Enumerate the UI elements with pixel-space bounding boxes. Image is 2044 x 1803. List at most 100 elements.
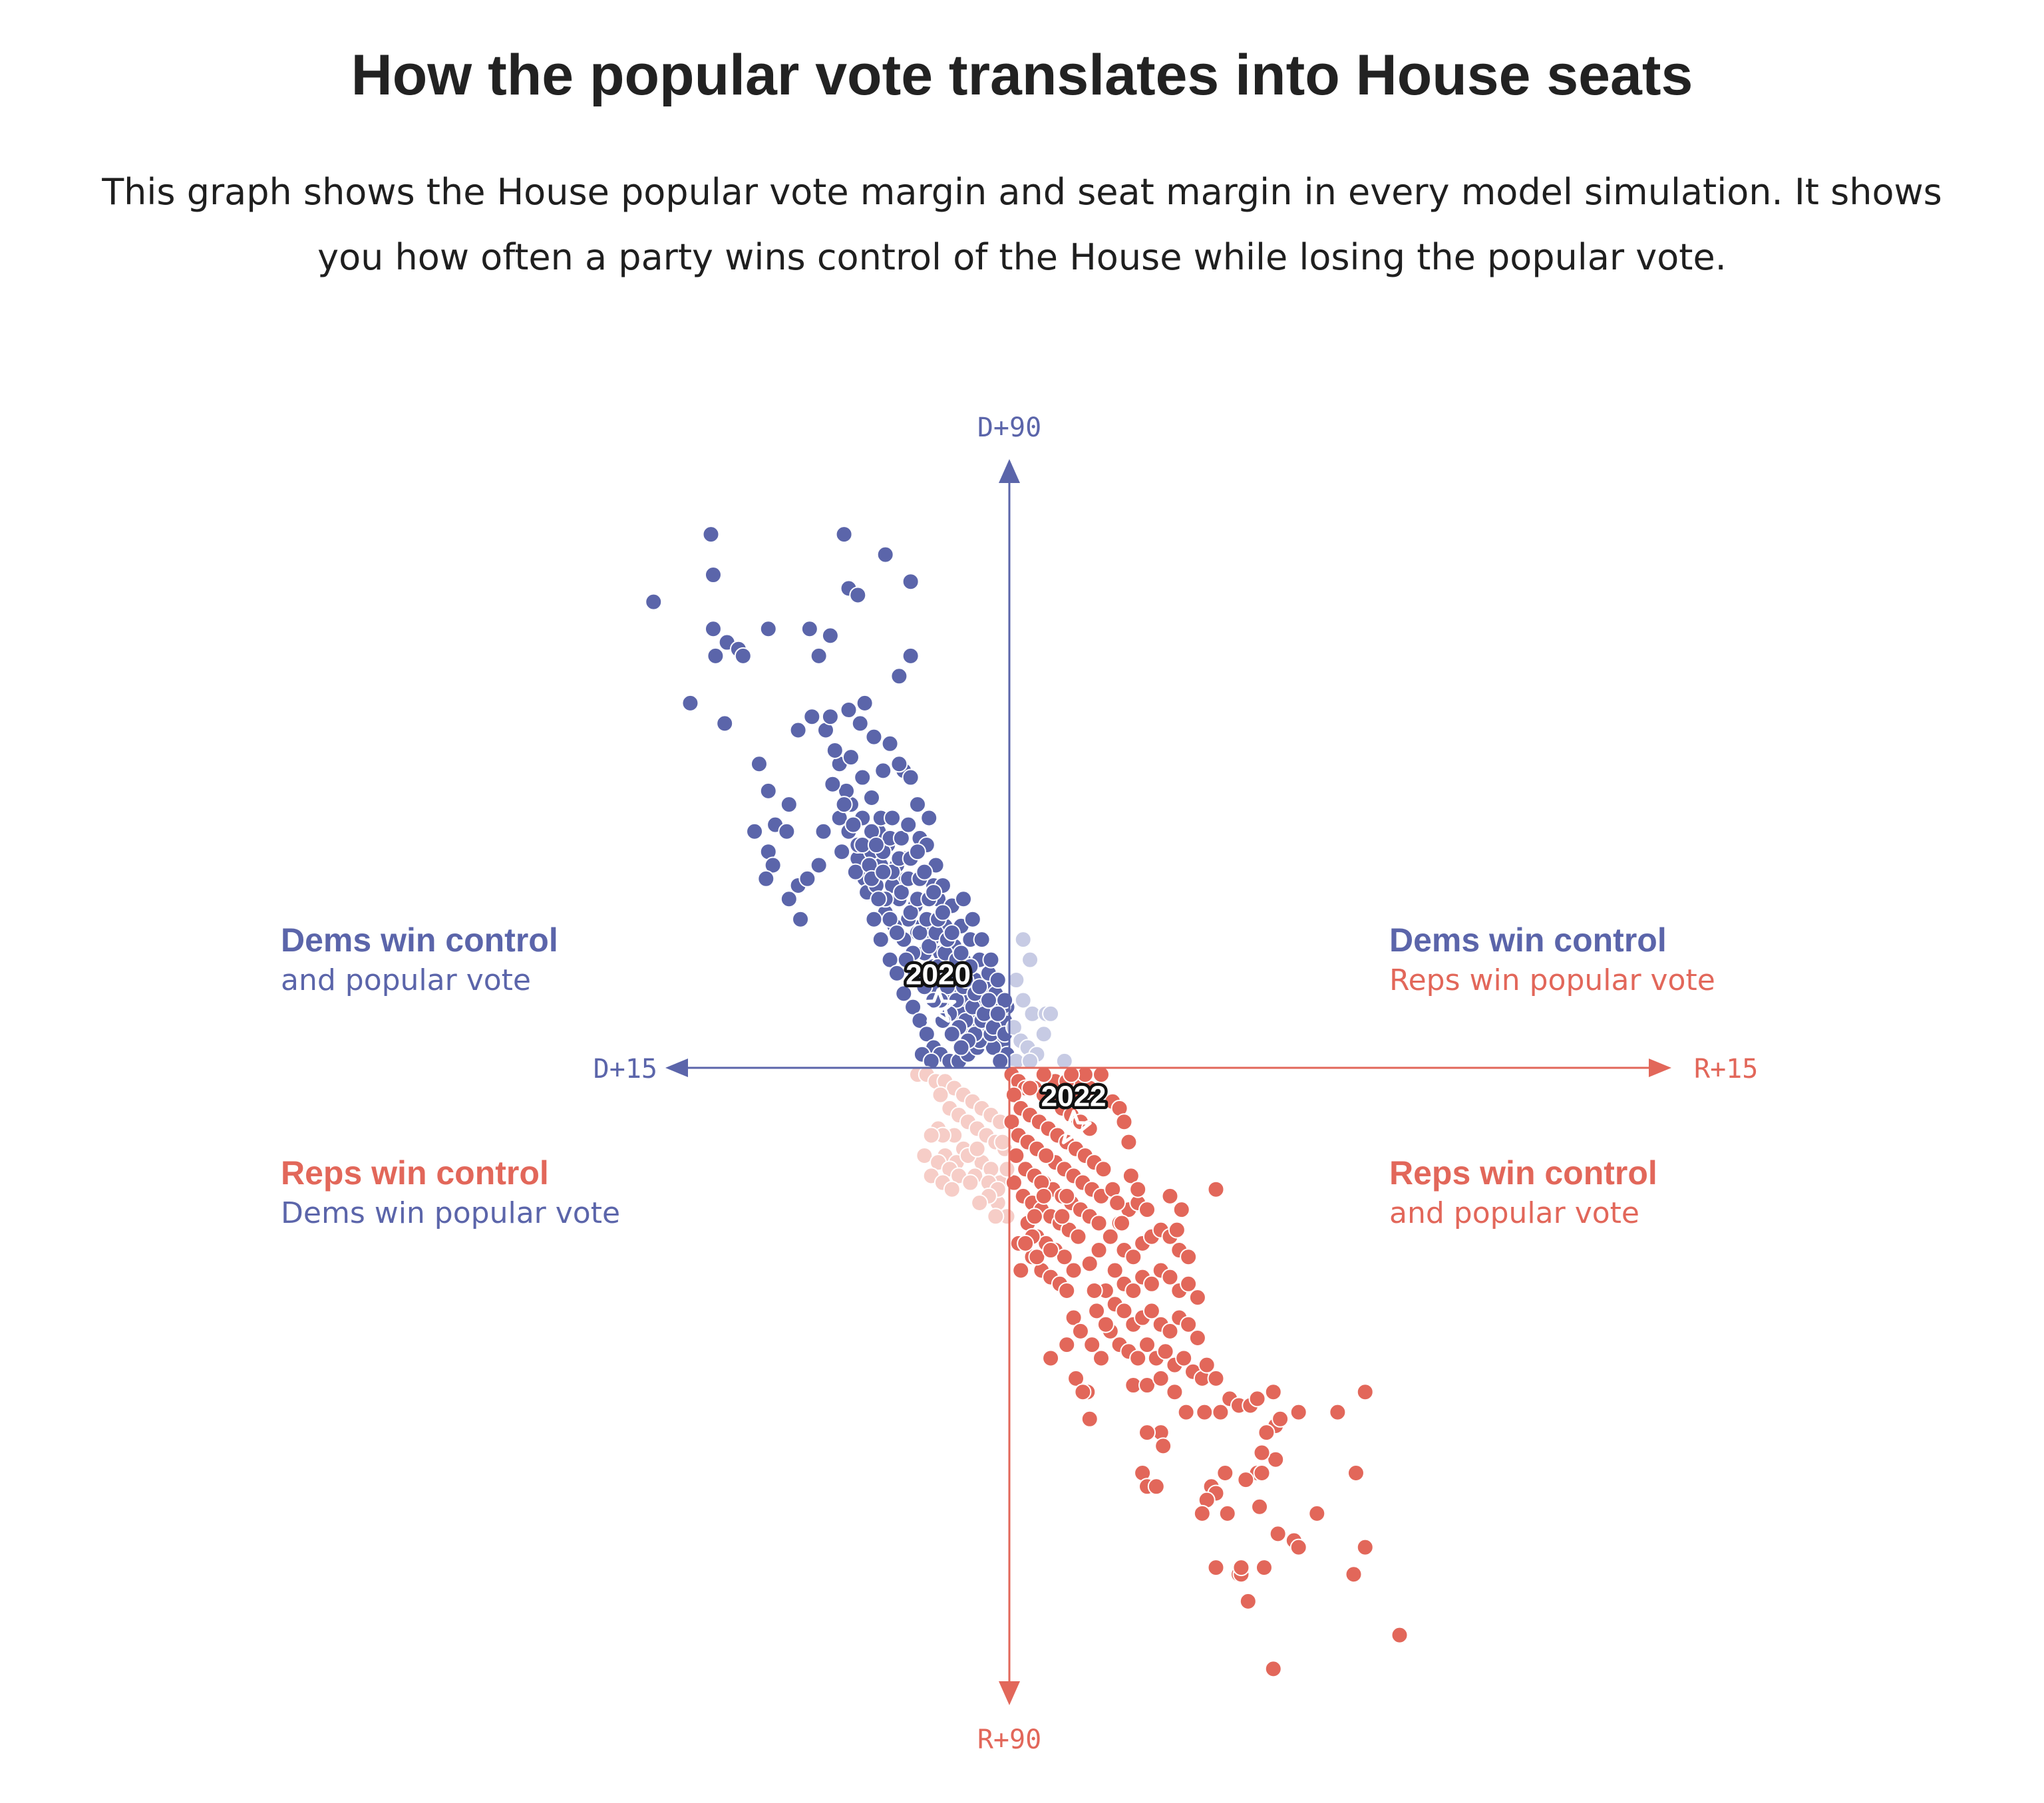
simulation-point [1239,1592,1257,1610]
simulation-point [759,620,777,638]
simulation-point [943,1180,961,1198]
simulation-point [798,870,816,888]
simulation-point [1021,1052,1039,1070]
simulation-point [993,1133,1011,1151]
simulation-point [1012,1261,1030,1279]
simulation-point [991,1052,1009,1070]
simulation-point [734,647,752,665]
simulation-point [863,789,880,806]
simulation-point [780,796,798,814]
simulation-point [1097,1315,1114,1333]
simulation-point [874,762,892,780]
simulation-point [803,708,821,726]
y-axis-up-arrow-icon [999,459,1020,483]
simulation-point [842,748,860,766]
quadrant-labels: Dems win control and popular vote Dems w… [281,921,1715,1230]
simulation-point [1216,1464,1234,1482]
simulation-point [764,856,782,874]
simulation-point [987,1208,1005,1226]
simulation-point [1255,1559,1273,1577]
simulation-point [814,822,832,840]
simulation-point [1308,1504,1326,1522]
simulation-point [1095,1160,1112,1178]
simulation-point [1142,1275,1160,1293]
simulation-point [810,856,828,874]
simulation-point [854,768,872,786]
simulation-point [1113,1214,1131,1232]
simulation-point [702,526,720,544]
star-icon [920,988,957,1023]
quadrant-bottom-left-subheading: Dems win popular vote [281,1196,620,1230]
simulation-point [704,566,722,584]
simulation-point [888,924,906,941]
simulation-point [968,1140,986,1158]
simulation-point [1106,1261,1124,1279]
simulation-point [1028,1248,1046,1266]
simulation-point [1253,1444,1271,1462]
simulation-point [1138,1377,1156,1394]
simulation-point [1090,1241,1108,1259]
simulation-point [840,701,858,719]
simulation-point [800,620,818,638]
simulation-point [870,890,888,908]
simulation-point [1168,1221,1186,1239]
simulation-point [1055,1052,1073,1070]
quadrant-top-left-subheading: and popular vote [281,963,531,997]
simulation-point [1154,1437,1172,1455]
y-axis-top-label: D+90 [977,412,1041,443]
simulation-point [1289,1403,1307,1421]
quadrant-top-left-heading: Dems win control [281,921,558,959]
simulation-point [1115,1302,1133,1320]
simulation-point [1035,1025,1053,1043]
simulation-point [1289,1538,1307,1556]
simulation-point [1122,1167,1140,1185]
simulation-point [1196,1403,1214,1421]
simulation-point [707,647,725,665]
simulation-point [971,978,989,996]
simulation-point [892,884,910,902]
simulation-point [1193,1504,1211,1522]
marker-2020-label: 2020 [906,959,971,991]
simulation-point [1161,1187,1179,1205]
quadrant-bottom-left-heading: Reps win control [281,1154,549,1192]
simulation-point [874,863,892,881]
simulation-point [1251,1498,1269,1516]
simulation-point [1055,1248,1073,1266]
simulation-point [909,796,926,814]
simulation-point [1120,1133,1138,1151]
simulation-point [1007,1146,1025,1164]
star-icon [1055,1109,1092,1144]
simulation-point [1090,1214,1108,1232]
simulation-point [904,998,922,1016]
simulation-point [888,964,906,982]
simulation-point [1014,991,1032,1009]
simulation-point [867,836,885,854]
simulation-point [792,910,810,928]
simulation-point [821,627,839,645]
simulation-point [872,931,890,949]
simulation-point [1138,1424,1156,1442]
simulation-point [920,809,938,827]
simulation-point [963,910,981,928]
simulation-point [902,647,920,665]
simulation-point [900,816,918,834]
simulation-point [1142,1302,1160,1320]
simulation-point [1177,1403,1195,1421]
simulation-point [1069,1228,1087,1245]
simulation-point [1065,1261,1083,1279]
simulation-point [906,964,924,982]
simulation-point [918,1025,936,1043]
simulation-point [746,822,764,840]
simulation-point [1065,1309,1083,1327]
simulation-point [1042,1349,1060,1367]
simulation-point [1188,1329,1206,1347]
simulation-point [1003,1113,1021,1131]
simulation-point [952,1039,970,1057]
simulation-point [892,829,910,847]
simulation-point [1115,1113,1133,1131]
simulation-point [1035,1066,1053,1084]
simulation-point [1161,1322,1179,1340]
simulation-point [1093,1349,1110,1367]
simulation-point [1356,1538,1374,1556]
simulation-point [1053,1208,1071,1226]
